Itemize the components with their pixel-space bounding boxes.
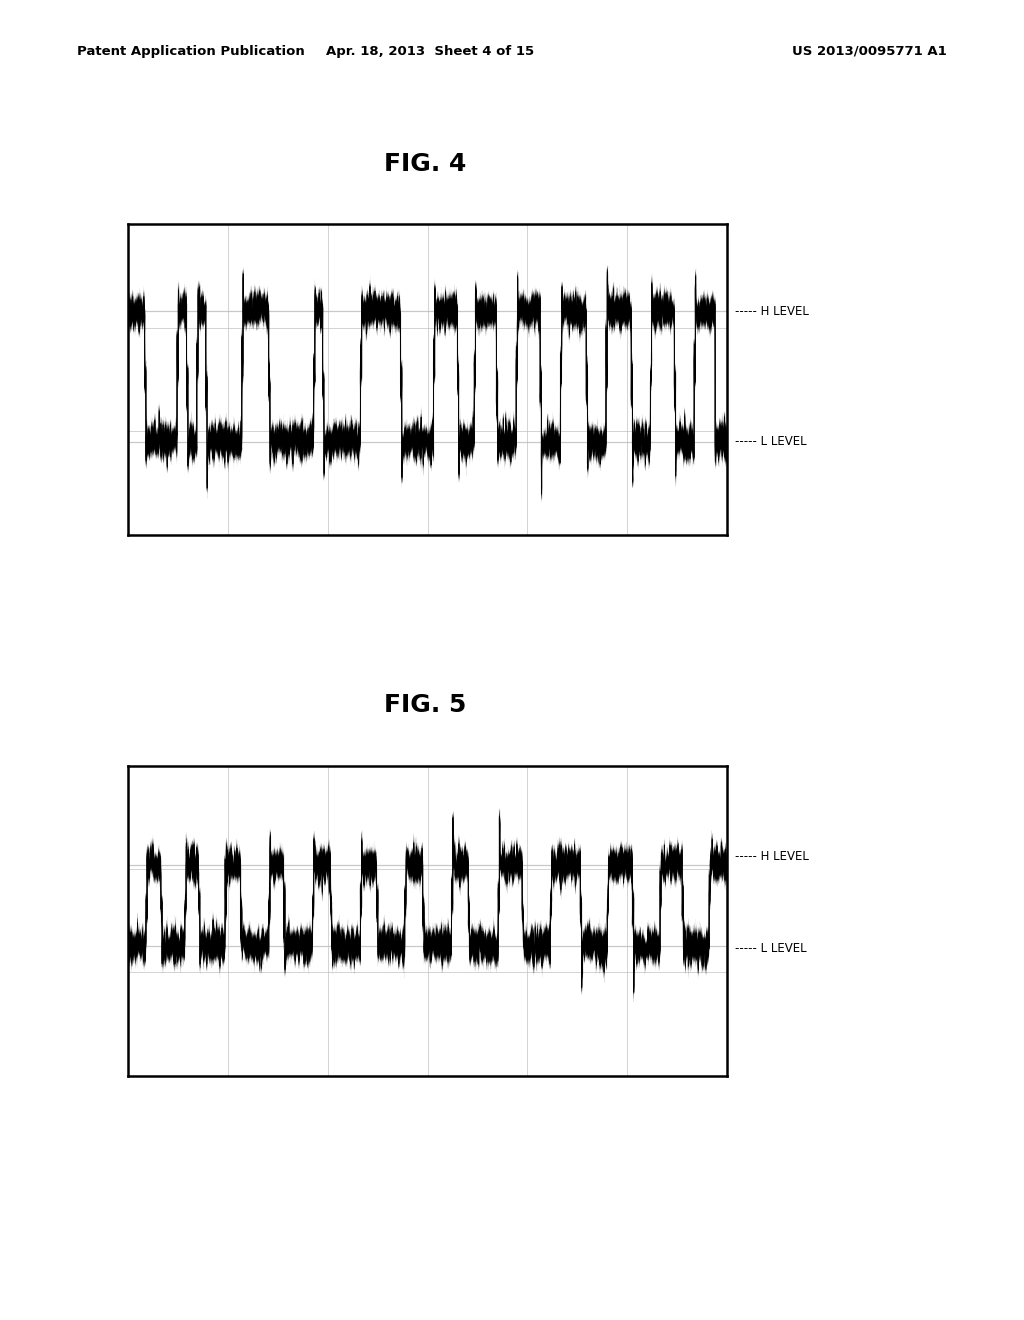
Text: FIG. 4: FIG. 4	[384, 152, 466, 176]
Text: ----- L LEVEL: ----- L LEVEL	[735, 436, 807, 447]
Text: FIG. 5: FIG. 5	[384, 693, 466, 717]
Text: Apr. 18, 2013  Sheet 4 of 15: Apr. 18, 2013 Sheet 4 of 15	[326, 45, 535, 58]
Text: US 2013/0095771 A1: US 2013/0095771 A1	[793, 45, 947, 58]
Text: ----- L LEVEL: ----- L LEVEL	[735, 941, 807, 954]
Text: ----- H LEVEL: ----- H LEVEL	[735, 305, 809, 318]
Text: Patent Application Publication: Patent Application Publication	[77, 45, 304, 58]
Text: ----- H LEVEL: ----- H LEVEL	[735, 850, 809, 863]
